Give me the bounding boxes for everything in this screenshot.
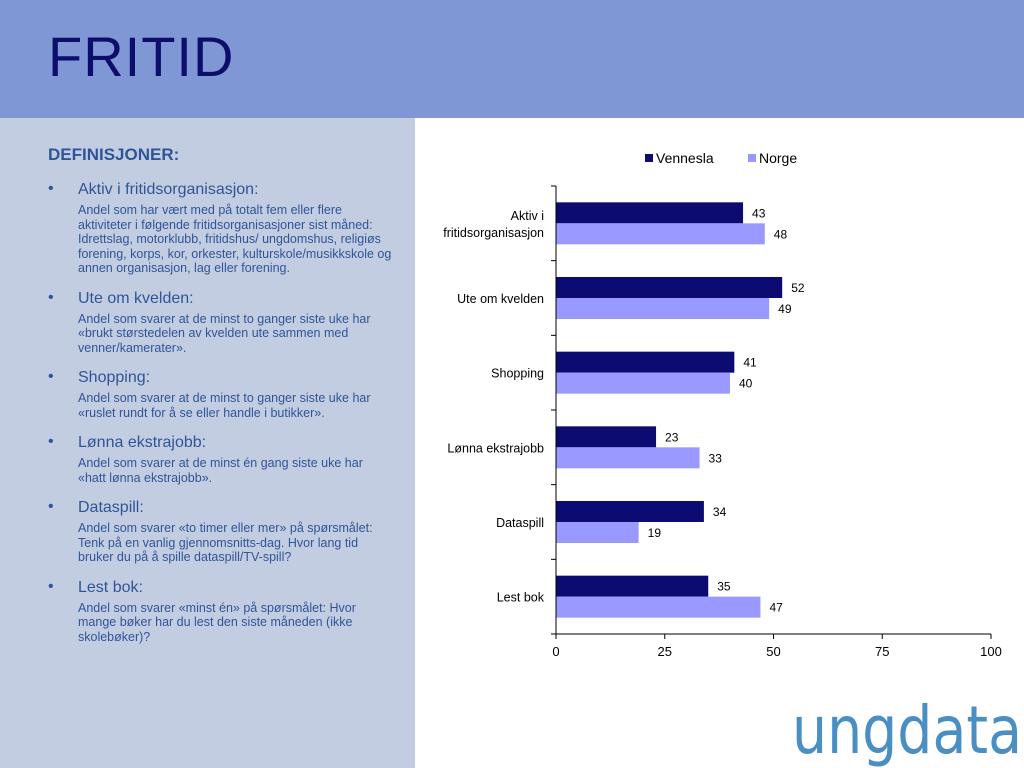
definition-term: Dataspill:: [78, 499, 144, 516]
category-label: Ute om kvelden: [457, 292, 544, 306]
category-label: Shopping: [491, 367, 544, 381]
logo-wordmark: ungdata: [792, 695, 1022, 768]
bar: [556, 522, 639, 543]
legend-swatch-1: [748, 154, 756, 162]
bar: [556, 298, 770, 319]
bullet-icon: •: [48, 498, 54, 515]
bullet-icon: •: [48, 433, 54, 450]
bullet-icon: •: [48, 180, 54, 197]
bullet-icon: •: [48, 288, 54, 306]
definition-description: Andel som svarer at de minst to ganger s…: [78, 311, 371, 355]
bullet-icon: •: [48, 577, 54, 595]
bullet-icon: •: [48, 368, 54, 385]
data-label: 33: [709, 451, 723, 465]
definition-item: • Ute om kvelden: Andel som svarer at de…: [48, 289, 393, 356]
data-label: 49: [778, 302, 792, 316]
definition-item: • Aktiv i fritidsorganisasjon: Andel som…: [48, 180, 393, 276]
data-label: 52: [791, 281, 805, 295]
data-label: 19: [648, 526, 662, 540]
x-tick-label: 100: [980, 644, 1002, 659]
definitions-list: • Aktiv i fritidsorganisasjon: Andel som…: [48, 180, 393, 657]
bar: [556, 501, 704, 522]
legend-swatch-0: [645, 154, 653, 162]
definition-item: • Shopping: Andel som svarer at de minst…: [48, 368, 393, 420]
definition-item: • Lest bok: Andel som svarer «minst én» …: [48, 578, 393, 645]
definition-description: Andel som svarer «minst én» på spørsmåle…: [78, 600, 356, 644]
definition-term: Lest bok:: [78, 578, 143, 596]
bar: [556, 575, 709, 597]
data-label: 47: [769, 601, 783, 615]
definition-description: Andel som har vært med på totalt fem ell…: [78, 203, 392, 275]
bar: [556, 426, 657, 448]
data-label: 40: [739, 377, 753, 391]
ungdata-logo: ungdata: [792, 695, 1022, 768]
legend-label-1: Norge: [759, 150, 797, 166]
bar: [556, 223, 765, 245]
legend-label-0: Vennesla: [656, 150, 714, 166]
definitions-panel: DEFINISJONER: • Aktiv i fritidsorganisas…: [0, 118, 415, 768]
definition-item: • Dataspill: Andel som svarer «to timer …: [48, 498, 393, 565]
definition-description: Andel som svarer at de minst én gang sis…: [78, 456, 363, 485]
bar: [556, 351, 735, 373]
bar: [556, 372, 730, 394]
definition-description: Andel som svarer «to timer eller mer» på…: [78, 521, 373, 564]
definition-description: Andel som svarer at de minst to ganger s…: [78, 391, 371, 420]
category-label: Lest bok: [497, 591, 545, 605]
definition-term: Aktiv i fritidsorganisasjon:: [78, 181, 259, 198]
data-label: 48: [774, 227, 788, 241]
category-label: Dataspill: [496, 516, 544, 530]
definition-term: Shopping:: [78, 369, 151, 386]
category-label: Aktiv i: [511, 209, 544, 223]
slide-title: FRITID: [48, 25, 235, 88]
data-label: 35: [717, 580, 731, 594]
category-label: Lønna ekstrajobb: [447, 441, 544, 455]
x-tick-label: 50: [766, 644, 780, 659]
x-tick-label: 75: [875, 644, 889, 659]
definitions-heading: DEFINISJONER:: [48, 145, 180, 164]
data-label: 41: [743, 356, 757, 370]
definition-item: • Lønna ekstrajobb: Andel som svarer at …: [48, 433, 393, 485]
definition-term: Lønna ekstrajobb:: [78, 434, 207, 451]
bar-chart: Vennesla Norge 43 48 Aktiv i fritidsorganisas…: [443, 150, 1002, 659]
x-tick-label: 0: [552, 644, 559, 659]
x-tick-label: 25: [658, 644, 672, 659]
category-label: fritidsorganisasjon: [443, 226, 544, 240]
data-label: 34: [713, 505, 727, 519]
slide-header: FRITID: [0, 0, 1024, 118]
data-label: 43: [752, 206, 766, 220]
definition-term: Ute om kvelden:: [78, 289, 194, 307]
data-label: 23: [665, 430, 679, 444]
bar: [556, 447, 700, 469]
bar: [556, 596, 761, 618]
bar: [556, 202, 744, 224]
bar: [556, 277, 783, 298]
